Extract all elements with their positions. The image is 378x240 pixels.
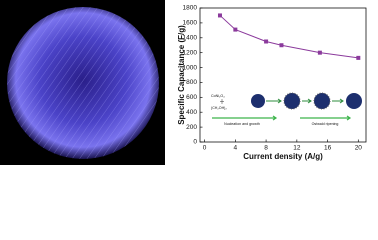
series-line xyxy=(219,15,359,59)
x-tick-label: 20 xyxy=(355,145,363,152)
y-tick-label: 1200 xyxy=(183,49,198,56)
y-tick-label: 200 xyxy=(186,124,197,131)
sphere xyxy=(251,94,265,108)
y-tick-label: 0 xyxy=(193,139,197,146)
sphere xyxy=(283,92,301,110)
data-point xyxy=(264,39,269,44)
y-tick-label: 1800 xyxy=(183,5,198,12)
y-axis-label: Specific Capacitance (F/g) xyxy=(177,25,186,125)
sphere xyxy=(313,92,331,110)
x-tick-label: 16 xyxy=(324,145,332,152)
micrograph xyxy=(0,0,165,165)
inset: CoNi₂O₄ (CH₂OH)₂ Nucleation and growth O… xyxy=(211,92,362,126)
inset-label: (CH₂OH)₂ xyxy=(211,106,227,110)
inset-label: CoNi₂O₄ xyxy=(211,94,225,98)
x-tick-label: 8 xyxy=(264,145,268,152)
x-tick-label: 12 xyxy=(293,145,301,152)
y-tick-label: 1600 xyxy=(183,20,198,27)
y-tick-label: 400 xyxy=(186,109,197,116)
x-tick-label: 0 xyxy=(203,145,207,152)
data-point xyxy=(233,27,238,32)
page: Specific Capacitance (F/g) Current densi… xyxy=(0,0,367,165)
x-axis-label: Current density (A/g) xyxy=(243,152,323,161)
y-tick-label: 800 xyxy=(186,79,197,86)
sphere xyxy=(346,93,362,109)
inset-label: Ostwald ripening xyxy=(312,122,339,126)
data-point xyxy=(217,13,222,18)
inset-label: Nucleation and growth xyxy=(224,122,260,126)
y-tick-label: 1000 xyxy=(183,64,198,71)
arrow xyxy=(266,98,344,104)
data-point xyxy=(356,55,361,60)
plot-frame xyxy=(199,7,367,143)
data-point xyxy=(279,43,284,48)
y-tick-label: 1400 xyxy=(183,34,198,41)
data-point xyxy=(317,50,322,55)
y-tick-label: 600 xyxy=(186,94,197,101)
chart: Specific Capacitance (F/g) Current densi… xyxy=(177,5,367,161)
plus xyxy=(220,99,224,104)
arrow xyxy=(212,115,352,121)
x-tick-label: 4 xyxy=(234,145,238,152)
